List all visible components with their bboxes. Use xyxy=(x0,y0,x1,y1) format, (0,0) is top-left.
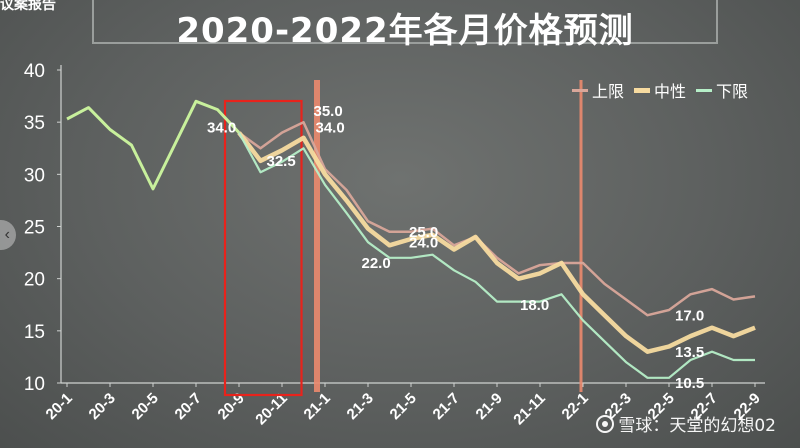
legend-item-lower: 下限 xyxy=(696,78,748,102)
snowball-logo-icon xyxy=(596,414,615,433)
data-label: 34.0 xyxy=(316,120,345,137)
legend-label-upper: 上限 xyxy=(592,82,625,101)
y-tick-label: 30 xyxy=(24,165,45,186)
x-tick-label: 21-7 xyxy=(430,390,463,423)
legend-item-upper: 上限 xyxy=(572,78,624,102)
data-label: 10.5 xyxy=(675,375,704,392)
x-tick-label: 21-3 xyxy=(344,390,377,423)
data-label: 18.0 xyxy=(520,297,549,314)
x-tick-label: 22-1 xyxy=(559,390,592,423)
watermark-text: 雪球：天堂的幻想02 xyxy=(618,416,776,436)
y-tick-label: 25 xyxy=(24,218,45,239)
series-line-upper xyxy=(238,120,756,317)
x-tick-label: 20-3 xyxy=(86,390,119,423)
data-label: 24.0 xyxy=(409,234,438,251)
data-label: 13.5 xyxy=(675,344,704,361)
series-line-neutral xyxy=(237,131,756,354)
legend-swatch-lower xyxy=(696,88,713,92)
corner-text: 议案报告 xyxy=(0,0,56,13)
chart-legend: 上限 中性 下限 xyxy=(572,78,748,102)
chart-title-box: 2020-2022年各月价格预测 xyxy=(92,0,718,51)
data-label: 32.5 xyxy=(267,153,296,170)
series-line-historical xyxy=(66,99,241,191)
x-tick-label: 20-5 xyxy=(129,390,162,423)
highlight-box xyxy=(223,99,303,397)
x-tick-label: 21-5 xyxy=(387,390,420,423)
watermark: 雪球：天堂的幻想02 xyxy=(596,411,776,436)
chart-title: 2020-2022年各月价格预测 xyxy=(176,11,634,51)
chevron-left-icon[interactable]: ‹ xyxy=(0,220,16,250)
x-tick-label: 21-11 xyxy=(510,390,549,429)
y-tick-label: 10 xyxy=(24,374,45,395)
legend-label-lower: 下限 xyxy=(716,82,749,101)
legend-swatch-upper xyxy=(572,88,588,92)
data-label: 22.0 xyxy=(362,255,391,272)
x-tick-label: 20-1 xyxy=(43,390,76,423)
x-tick-label: 21-1 xyxy=(301,390,334,423)
data-label: 35.0 xyxy=(314,103,343,120)
legend-item-neutral: 中性 xyxy=(634,78,686,102)
x-tick-label: 21-9 xyxy=(473,390,506,423)
x-tick-label: 20-7 xyxy=(172,390,205,423)
data-label: 25.0 xyxy=(409,224,438,241)
legend-swatch-neutral xyxy=(634,87,651,93)
y-tick-label: 15 xyxy=(24,322,45,343)
series-line-lower xyxy=(238,132,755,379)
y-tick-label: 40 xyxy=(24,61,45,82)
legend-label-neutral: 中性 xyxy=(654,82,687,101)
data-label: 34.0 xyxy=(207,120,236,137)
data-label: 17.0 xyxy=(675,307,704,324)
y-tick-label: 35 xyxy=(24,113,45,134)
y-tick-label: 20 xyxy=(24,270,45,291)
